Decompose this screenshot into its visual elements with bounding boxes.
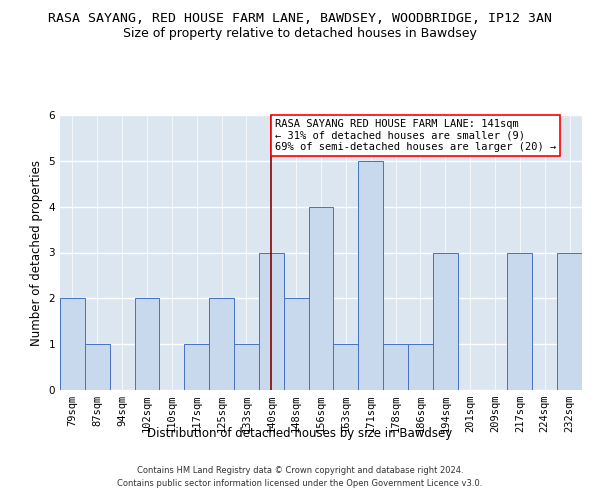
Text: RASA SAYANG, RED HOUSE FARM LANE, BAWDSEY, WOODBRIDGE, IP12 3AN: RASA SAYANG, RED HOUSE FARM LANE, BAWDSE… [48, 12, 552, 26]
Bar [209, 298, 234, 390]
Bar [134, 298, 160, 390]
Bar [60, 298, 85, 390]
Text: Contains HM Land Registry data © Crown copyright and database right 2024.
Contai: Contains HM Land Registry data © Crown c… [118, 466, 482, 487]
Bar [85, 344, 110, 390]
Bar [557, 252, 582, 390]
Bar [308, 206, 334, 390]
Bar [358, 161, 383, 390]
Bar [408, 344, 433, 390]
Y-axis label: Number of detached properties: Number of detached properties [30, 160, 43, 346]
Text: RASA SAYANG RED HOUSE FARM LANE: 141sqm
← 31% of detached houses are smaller (9): RASA SAYANG RED HOUSE FARM LANE: 141sqm … [275, 118, 556, 152]
Bar [508, 252, 532, 390]
Bar [259, 252, 284, 390]
Bar [234, 344, 259, 390]
Bar [334, 344, 358, 390]
Bar [184, 344, 209, 390]
Bar [383, 344, 408, 390]
Text: Size of property relative to detached houses in Bawdsey: Size of property relative to detached ho… [123, 28, 477, 40]
Text: Distribution of detached houses by size in Bawdsey: Distribution of detached houses by size … [148, 428, 452, 440]
Bar [433, 252, 458, 390]
Bar [284, 298, 308, 390]
